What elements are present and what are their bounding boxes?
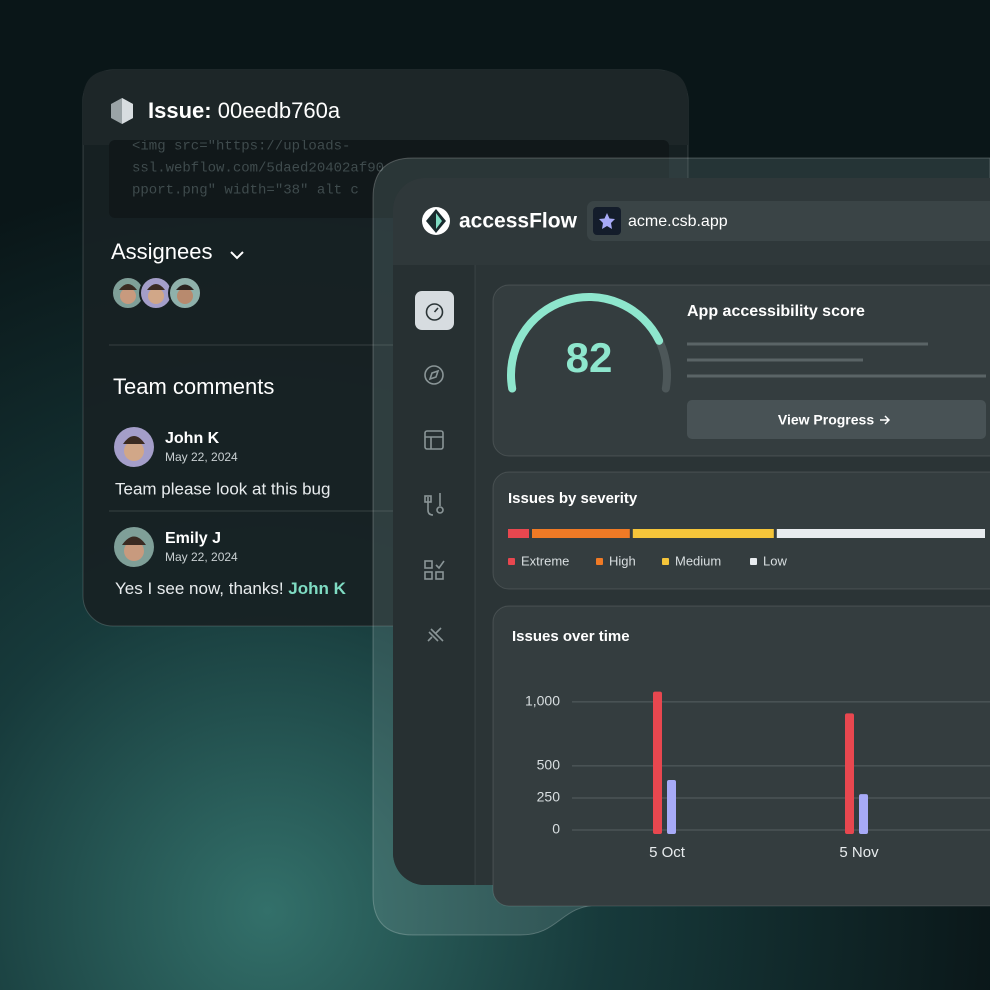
severity-bar: Extreme High Medium Low [508, 529, 985, 568]
comment-text: Team please look at this bug [115, 479, 330, 498]
nav-checklist[interactable] [424, 560, 433, 569]
comment-author: John K [165, 430, 220, 447]
gauge-value [507, 293, 664, 393]
severity-segment [532, 529, 630, 538]
gauge [507, 293, 671, 393]
assignees-label[interactable]: Assignees [111, 239, 213, 264]
x-tick-label: 5 Nov [839, 844, 879, 861]
score-title: App accessibility score [687, 303, 865, 320]
comment-date: May 22, 2024 [165, 450, 238, 464]
button-label: View Progress [778, 412, 874, 428]
brand-name: accessFlow [459, 210, 578, 233]
severity-segment [508, 529, 529, 538]
url-bar[interactable] [587, 201, 990, 241]
issue-label: Issue: [148, 98, 212, 123]
issue-id: 00eedb760a [218, 98, 341, 123]
legend-label: Low [763, 553, 787, 568]
comment-text: Yes I see now, thanks! John K [115, 579, 347, 598]
arrow-icon [880, 415, 891, 425]
bar [859, 794, 868, 834]
bar [845, 713, 854, 834]
severity-segment [776, 529, 985, 538]
sidebar-icons [415, 291, 454, 642]
y-tick-label: 500 [537, 757, 561, 773]
legend-swatch [508, 558, 515, 565]
view-progress-button[interactable] [687, 400, 986, 439]
code-line: pport.png" width="38" alt c [132, 183, 359, 199]
chart-card [492, 605, 990, 907]
y-tick-label: 0 [552, 821, 560, 837]
nav-layout[interactable] [424, 430, 444, 450]
chevron-icon[interactable] [230, 251, 244, 260]
nav-flow[interactable] [427, 493, 441, 516]
brand: accessFlow [422, 207, 578, 235]
legend-swatch [596, 558, 603, 565]
code-line: ssl.webflow.com/5daed20402af90 [132, 161, 384, 177]
code-line: <img src="https://uploads- [132, 139, 350, 155]
comment-body: Yes I see now, thanks! [115, 579, 284, 598]
severity-segment [632, 529, 774, 538]
chart-title: Issues over time [512, 628, 630, 645]
nav-dashboard[interactable] [415, 291, 454, 330]
issue-icon [111, 98, 133, 124]
issue-title: Issue: 00eedb760a [148, 98, 341, 123]
y-tick-label: 1,000 [525, 693, 560, 709]
mention[interactable]: John K [288, 579, 346, 598]
nav-explore[interactable] [424, 365, 444, 385]
y-tick-label: 250 [537, 789, 561, 805]
comment-date: May 22, 2024 [165, 550, 238, 564]
bar [653, 691, 662, 834]
nav-integrations[interactable] [427, 627, 444, 642]
card-header [83, 70, 688, 145]
legend-swatch [750, 558, 757, 565]
sidebar [393, 265, 475, 885]
avatars [111, 276, 202, 310]
comment-author: Emily J [165, 530, 221, 547]
legend-label: Extreme [521, 553, 569, 568]
url-text: acme.csb.app [628, 213, 728, 230]
score-value: 82 [566, 334, 613, 381]
legend-swatch [662, 558, 669, 565]
bar [667, 780, 676, 834]
chart: 0 250 500 1,000 5 Oct 5 Nov [525, 691, 990, 861]
x-tick-label: 5 Oct [649, 844, 686, 861]
comments-title: Team comments [113, 374, 274, 399]
legend-label: High [609, 553, 636, 568]
legend-label: Medium [675, 553, 721, 568]
severity-title: Issues by severity [508, 490, 638, 507]
